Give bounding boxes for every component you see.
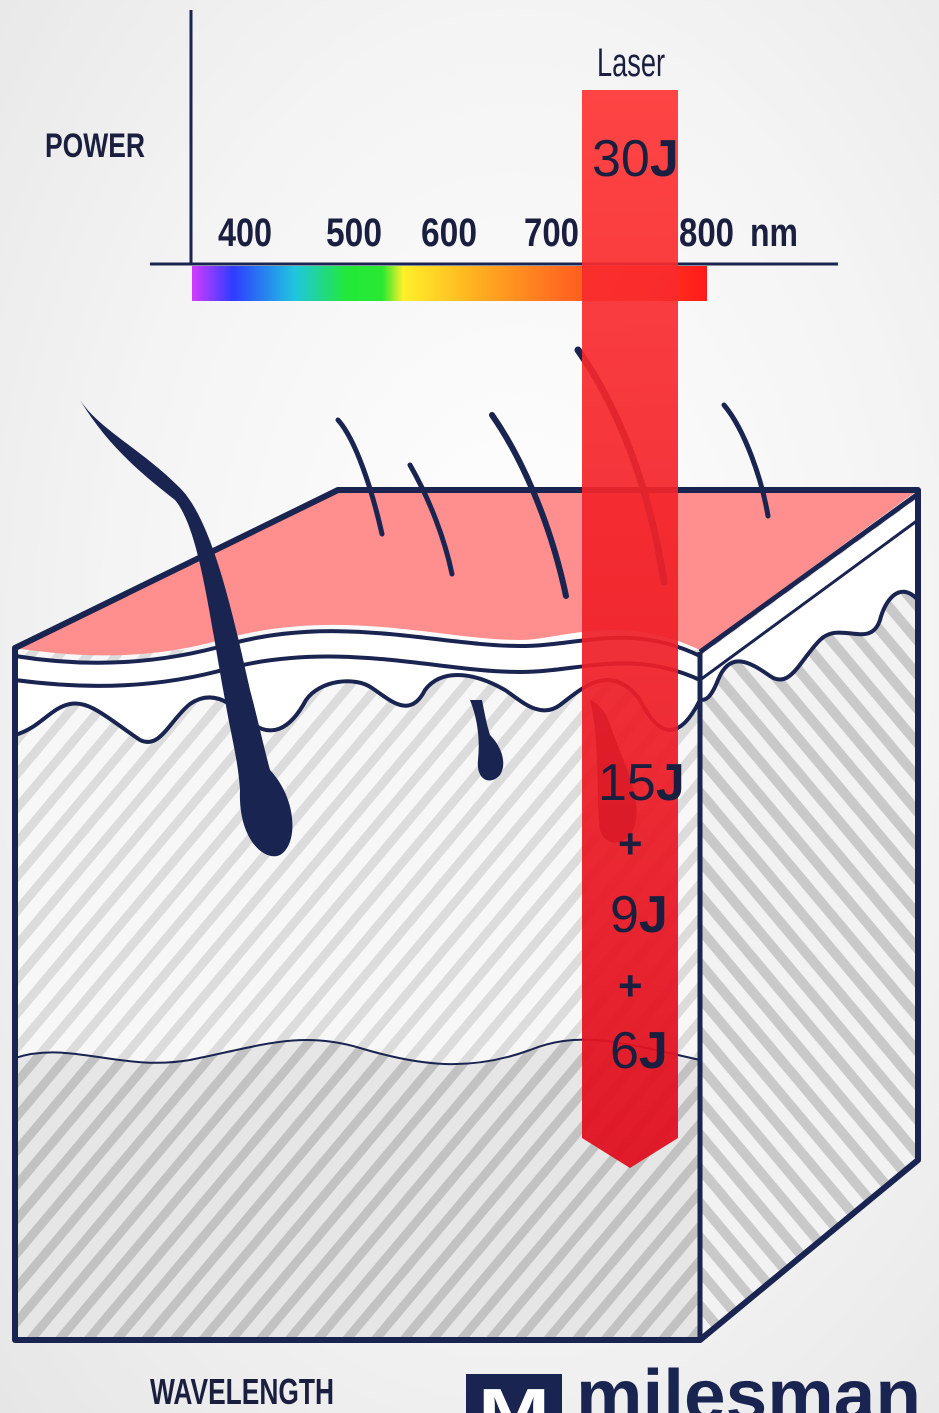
layer-energy-2-unit: J — [639, 886, 668, 944]
tick-label-800: 800 — [679, 211, 734, 255]
tick-label-400: 400 — [218, 211, 272, 255]
wavelength-axis-label: WAVELENGTH — [150, 1371, 334, 1412]
hair-follicle-large — [80, 400, 293, 857]
block-top-front-edge — [698, 491, 920, 655]
layer-energy-2: 9J — [610, 886, 668, 944]
layer-energy-3-unit: J — [639, 1022, 668, 1080]
laser-label: Laser — [597, 41, 665, 85]
surface-energy-unit: J — [650, 130, 679, 188]
layer-energy-1: 15J — [598, 754, 685, 812]
hair-strand-1 — [335, 417, 385, 537]
brand-name: milesman — [576, 1356, 921, 1413]
layer-energy-1-unit: J — [656, 754, 685, 812]
tick-label-700: 700 — [524, 211, 579, 255]
epidermis-band — [15, 631, 700, 742]
side-dermal-line — [699, 589, 920, 702]
skin-front-hypodermis — [15, 1039, 700, 1340]
layer-energy-3-value: 6 — [610, 1022, 639, 1080]
wavelength-unit: nm — [750, 211, 798, 255]
dermal-papillae-line — [14, 673, 702, 744]
hair-follicle-small — [470, 700, 504, 781]
layer-energy-1-value: 15 — [598, 754, 656, 812]
side-epidermis-line-inner — [699, 518, 919, 682]
plus-sign-2: + — [618, 962, 643, 1009]
tick-label-600: 600 — [421, 211, 477, 255]
plus-sign-1: + — [618, 820, 643, 867]
layer-energy-3: 6J — [610, 1022, 668, 1080]
surface-energy-value: 30 — [592, 130, 650, 188]
hair-strand-5 — [721, 402, 771, 519]
milesman-logo: M milesman — [466, 1356, 921, 1413]
power-axis-label: POWER — [45, 127, 145, 165]
layer-energy-2-value: 9 — [610, 886, 639, 944]
hypodermis-boundary — [14, 1038, 701, 1066]
tick-label-500: 500 — [326, 211, 382, 255]
surface-energy: 30J — [592, 130, 679, 188]
skin-surface-top — [15, 490, 918, 656]
skin-side-face — [700, 492, 918, 1340]
laser-beam — [582, 90, 678, 1168]
logo-badge — [466, 1374, 562, 1413]
logo-letter: M — [478, 1377, 550, 1413]
hair-strand-2 — [407, 462, 455, 577]
